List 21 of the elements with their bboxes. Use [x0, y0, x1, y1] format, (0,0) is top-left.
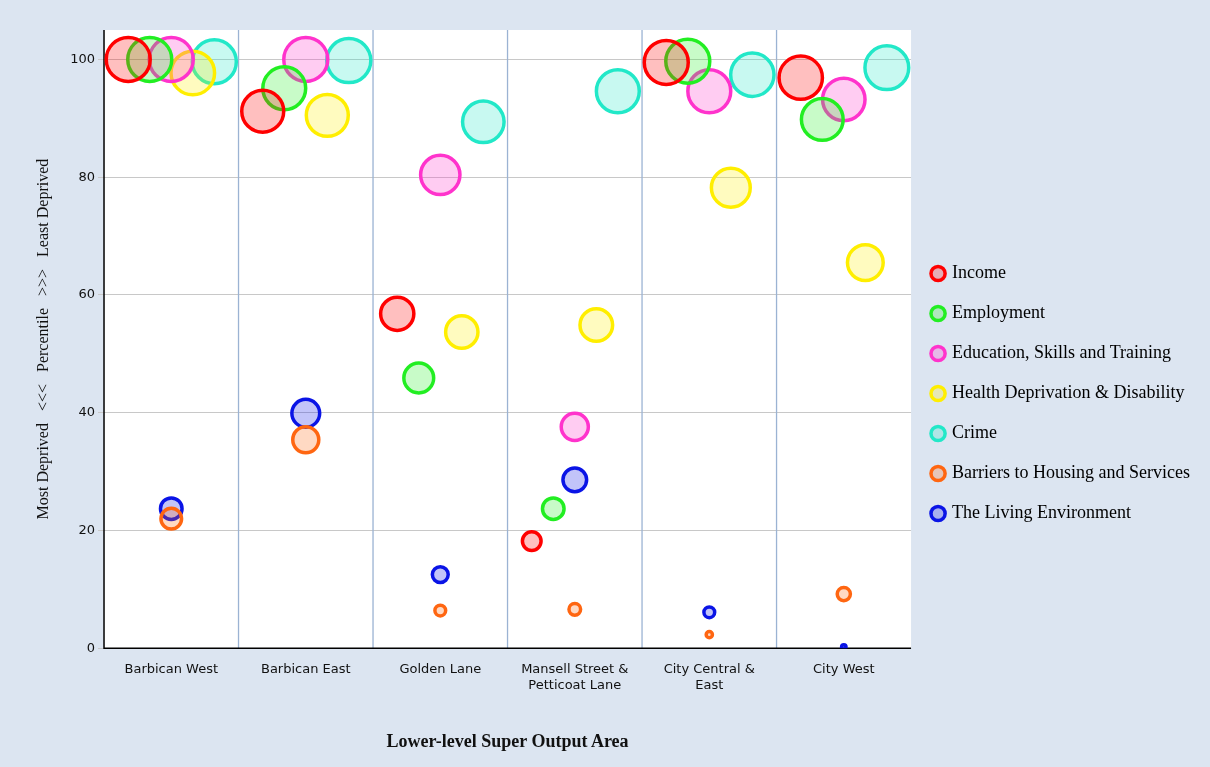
- y-tick-label: 0: [86, 639, 96, 655]
- legend-label: Crime: [952, 422, 998, 443]
- y-tick-label: 100: [70, 50, 96, 66]
- x-axis-title: Lower-level Super Output Area: [386, 730, 629, 751]
- legend-label: Education, Skills and Training: [952, 342, 1172, 363]
- legend-label: Health Deprivation & Disability: [952, 382, 1185, 403]
- legend-label: Barriers to Housing and Services: [952, 462, 1191, 483]
- x-tick-label: Mansell Street & Petticoat Lane: [521, 661, 629, 692]
- x-tick-label: City West: [813, 661, 875, 677]
- y-tick-label: 80: [78, 168, 96, 184]
- y-tick-label: 20: [78, 521, 96, 537]
- x-tick-label: Golden Lane: [399, 661, 482, 677]
- y-tick-label: 40: [78, 404, 96, 420]
- y-axis-title: Most Deprived <<< Percentile >>> Least Deprived: [33, 158, 52, 520]
- x-tick-label: Barbican East: [260, 661, 351, 677]
- x-tick-label: City Central & East: [663, 661, 755, 692]
- y-tick-label: 60: [78, 286, 96, 302]
- legend-label: Income: [952, 262, 1007, 283]
- legend-label: Employment: [952, 302, 1046, 323]
- legend-label: The Living Environment: [952, 502, 1132, 523]
- x-tick-label: Barbican West: [124, 661, 219, 677]
